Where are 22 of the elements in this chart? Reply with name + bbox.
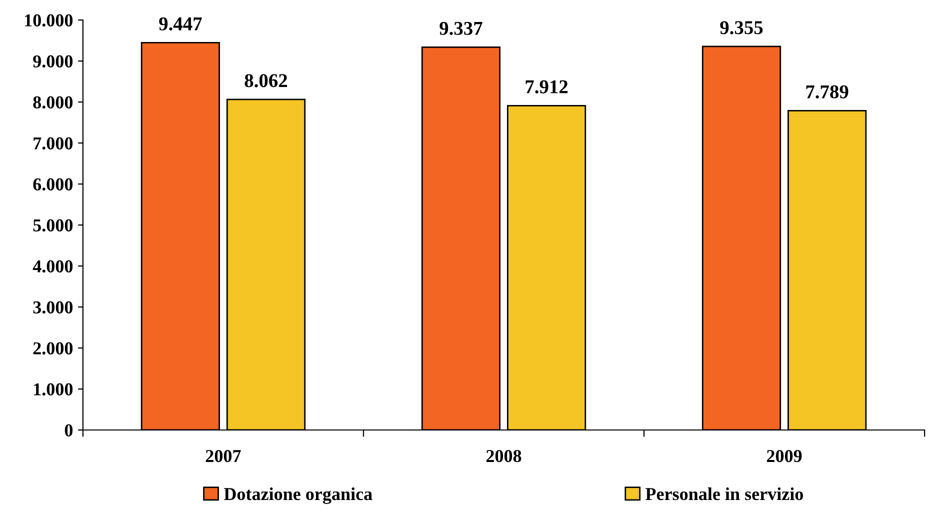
data-label: 7.789: [806, 85, 848, 98]
data-label: 9.337: [440, 22, 482, 36]
data-label: 9.447: [159, 17, 202, 31]
x-tick-label: 2007: [206, 450, 241, 462]
y-tick-label: 4.000: [32, 260, 73, 273]
data-label: 7.912: [526, 80, 568, 94]
legend-label: Dotazione organica: [224, 487, 372, 504]
x-tick-label: 2008: [486, 450, 522, 462]
y-tick-label: 10.000: [25, 14, 73, 27]
y-tick-label: 6.000: [33, 178, 73, 191]
data-label: 8.062: [244, 74, 288, 88]
data-label: 9.355: [720, 21, 763, 34]
y-tick-label: 9.000: [33, 55, 73, 68]
x-tick-label: 2009: [766, 450, 802, 462]
y-tick-label: 1.000: [34, 383, 73, 396]
legend-label: Personale in servizio: [646, 487, 803, 500]
y-tick-label: 8.000: [33, 96, 73, 109]
y-tick-label: 0: [64, 424, 73, 436]
y-tick-label: 7.000: [34, 137, 73, 150]
y-tick-label: 2.000: [33, 342, 73, 355]
y-tick-label: 3.000: [33, 301, 73, 314]
y-tick-label: 5.000: [33, 219, 73, 232]
